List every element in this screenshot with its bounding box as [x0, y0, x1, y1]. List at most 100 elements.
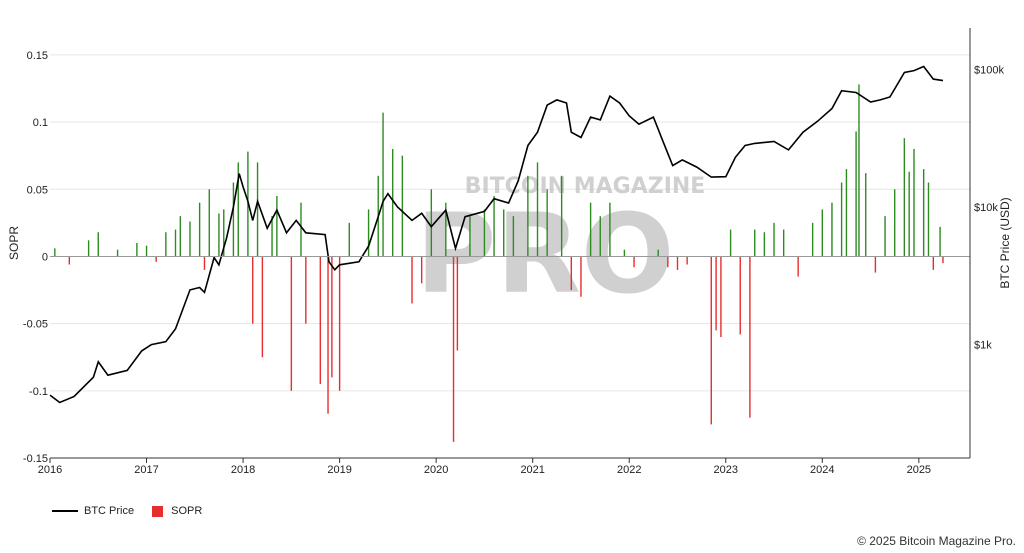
legend-square-swatch	[152, 505, 164, 517]
sopr-bar	[367, 209, 370, 257]
sopr-bar	[331, 256, 333, 378]
x-tick-label: 2020	[424, 464, 448, 476]
sopr-bar	[942, 256, 944, 264]
legend: BTC Price SOPR	[52, 505, 220, 517]
sopr-bar	[493, 195, 495, 257]
sopr-bar	[483, 209, 486, 257]
sopr-bar	[276, 195, 278, 257]
x-tick-labels: 2016 2017 2018 2019 2020 2021 2022 2023 2024 2025	[38, 458, 931, 476]
x-tick-label: 2025	[907, 464, 931, 476]
sopr-bar	[884, 216, 886, 257]
left-tick-label: -0.15	[23, 453, 48, 465]
sopr-bar	[155, 256, 157, 262]
sopr-bar	[68, 256, 71, 265]
sopr-bar	[811, 222, 814, 257]
sopr-bar	[589, 202, 592, 257]
sopr-bar	[430, 189, 433, 257]
sopr-bar	[609, 202, 611, 257]
sopr-bar	[445, 202, 447, 257]
sopr-bar	[927, 182, 930, 257]
sopr-bar	[932, 256, 935, 270]
sopr-bar	[208, 189, 210, 257]
sopr-bar	[560, 175, 563, 257]
sopr-bar	[894, 189, 896, 257]
watermark-top-text: BITCOIN MAGAZINE	[465, 174, 706, 199]
left-axis-title: SOPR	[7, 226, 21, 260]
sopr-bar	[452, 256, 455, 442]
sopr-bar	[218, 213, 220, 257]
sopr-bar	[116, 249, 119, 257]
sopr-bar	[845, 169, 848, 257]
sopr-bar	[319, 256, 322, 385]
sopr-bar	[232, 182, 235, 257]
watermark-big-text: PRO	[416, 190, 675, 318]
sopr-bar	[261, 256, 264, 358]
sopr-bar	[831, 202, 833, 257]
x-tick-label: 2021	[520, 464, 544, 476]
x-tick-label: 2018	[231, 464, 255, 476]
sopr-bar	[223, 209, 225, 257]
sopr-bar	[903, 138, 906, 257]
sopr-bar	[512, 216, 515, 257]
sopr-bar	[710, 256, 712, 425]
right-tick-labels: $1k $10k $100k	[974, 64, 1004, 351]
x-tick-label: 2023	[714, 464, 738, 476]
sopr-bar	[136, 243, 138, 257]
sopr-bar	[290, 256, 293, 391]
sopr-bar	[198, 202, 201, 257]
legend-label-btc-price: BTC Price	[84, 505, 135, 517]
sopr-bar	[401, 155, 404, 257]
sopr-bar	[546, 189, 548, 257]
sopr-bar	[420, 256, 423, 284]
sopr-bars	[54, 84, 944, 442]
right-axis-title: BTC Price (USD)	[998, 197, 1012, 288]
sopr-bar	[87, 240, 90, 257]
watermark: BITCOIN MAGAZINE PRO	[416, 174, 706, 318]
sopr-bar	[720, 256, 722, 338]
sopr-bar	[754, 229, 756, 257]
sopr-bar	[189, 221, 191, 257]
sopr-bar	[633, 256, 635, 268]
right-tick-label: $100k	[974, 64, 1004, 76]
x-tick-label: 2024	[810, 464, 834, 476]
x-tick-label: 2022	[617, 464, 641, 476]
sopr-bar	[939, 226, 941, 257]
sopr-bar	[623, 249, 626, 257]
sopr-bar	[300, 202, 302, 257]
sopr-bar	[763, 232, 766, 257]
sopr-bar	[865, 173, 867, 257]
sopr-bar	[145, 245, 148, 257]
x-tick-label: 2017	[134, 464, 158, 476]
sopr-bar	[237, 162, 239, 257]
x-tick-label: 2019	[327, 464, 351, 476]
sopr-bar	[411, 256, 413, 304]
sopr-bar	[382, 112, 384, 257]
left-tick-label: 0.1	[33, 117, 48, 129]
sopr-bar	[271, 216, 273, 257]
sopr-bar	[739, 256, 741, 335]
sopr-bar	[203, 256, 206, 270]
sopr-bar	[392, 148, 394, 257]
left-tick-label: 0.05	[27, 184, 48, 196]
legend-item-btc-price[interactable]: BTC Price	[52, 505, 134, 517]
legend-item-sopr[interactable]: SOPR	[152, 505, 202, 517]
x-tick-label: 2016	[38, 464, 62, 476]
sopr-bar	[657, 249, 659, 257]
sopr-bar	[338, 256, 341, 391]
sopr-bar	[686, 256, 688, 265]
sopr-bar	[729, 229, 732, 257]
sopr-bar	[536, 162, 539, 257]
left-tick-label: -0.05	[23, 319, 48, 331]
sopr-bar	[456, 256, 459, 351]
sopr-bar	[252, 256, 254, 324]
copyright-footer: © 2025 Bitcoin Magazine Pro.	[857, 534, 1016, 548]
legend-line-swatch	[52, 510, 78, 512]
sopr-bar	[840, 182, 843, 257]
sopr-bar	[580, 256, 582, 297]
sopr-bar	[570, 256, 573, 291]
sopr-bar	[922, 169, 925, 257]
sopr-bar	[913, 148, 915, 257]
sopr-bar	[908, 171, 910, 257]
sopr-bar	[165, 232, 167, 257]
